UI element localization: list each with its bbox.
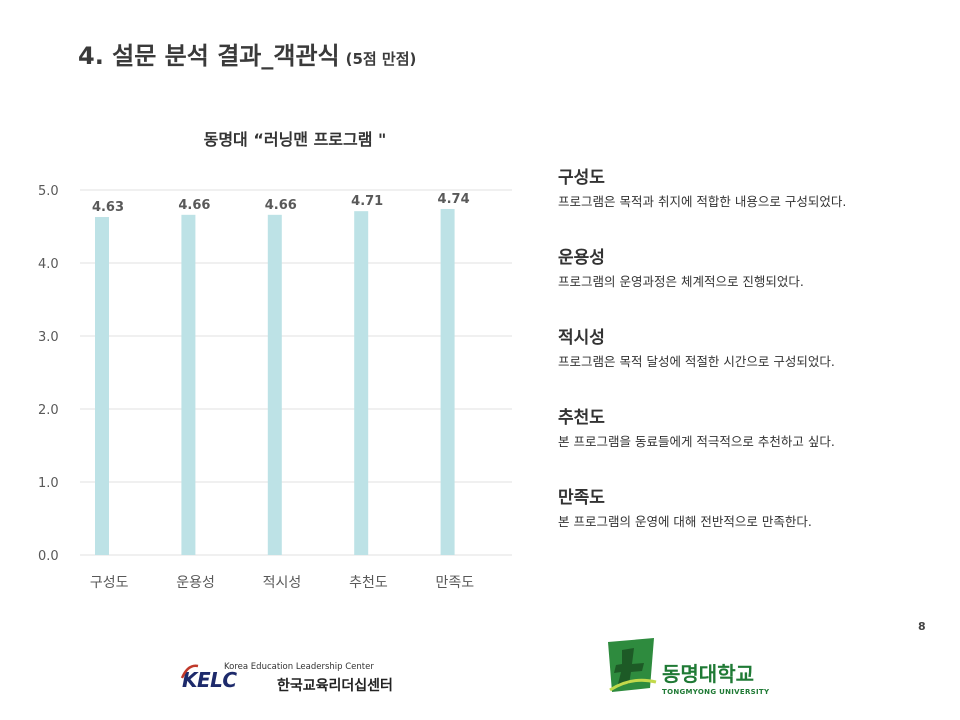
slide-title: 4. 설문 분석 결과_객관식 (5점 만점) (78, 36, 416, 71)
x-tick-label: 운용성 (176, 575, 215, 591)
data-label: 4.63 (92, 200, 124, 215)
criterion-description: 프로그램의 운영과정은 체계적으로 진행되었다. (558, 274, 804, 289)
x-tick-label: 구성도 (90, 575, 129, 591)
bar (440, 208, 455, 556)
x-tick-label: 추천도 (349, 575, 388, 591)
y-tick-label: 3.0 (38, 330, 59, 345)
criterion-description: 프로그램은 목적 달성에 적절한 시간으로 구성되었다. (558, 354, 835, 369)
criterion-description: 본 프로그램의 운영에 대해 전반적으로 만족한다. (558, 514, 812, 529)
kelc-swoosh-icon (180, 664, 199, 679)
bar-chart: 0.0 1.0 2.0 3.0 4.0 5.0 4.63 구성도 4.66 운용성 4.66 적시성 4… (38, 184, 512, 591)
tongmyong-logo-korean: 동명대학교 (662, 662, 754, 686)
criterion-satisfaction: 만족도 본 프로그램의 운영에 대해 전반적으로 만족한다. (558, 485, 948, 565)
y-tick-label: 0.0 (38, 549, 59, 564)
kelc-logo-english: Korea Education Leadership Center (224, 662, 374, 672)
criterion-name: 추천도 (558, 408, 605, 428)
bar (354, 211, 369, 556)
tongmyong-logo-english: TONGMYONG UNIVERSITY (662, 688, 770, 696)
criterion-operation: 운용성 프로그램의 운영과정은 체계적으로 진행되었다. (558, 245, 948, 325)
criterion-recommendation: 추천도 본 프로그램을 동료들에게 적극적으로 추천하고 싶다. (558, 405, 948, 485)
kelc-logo-mark: KELC (182, 668, 237, 692)
criterion-name: 적시성 (558, 328, 605, 348)
page-number: 8 (918, 620, 926, 633)
x-tick-label: 만족도 (435, 575, 474, 591)
data-label: 4.71 (351, 194, 383, 209)
tongmyong-university-logo: 동명대학교 TONGMYONG UNIVERSITY (604, 636, 769, 702)
y-tick-label: 1.0 (38, 476, 59, 491)
criterion-name: 운용성 (558, 248, 605, 268)
y-tick-label: 5.0 (38, 184, 59, 199)
bar (267, 214, 282, 555)
y-tick-label: 4.0 (38, 257, 59, 272)
criterion-name: 구성도 (558, 168, 605, 188)
x-tick-label: 적시성 (263, 575, 302, 591)
bar (95, 217, 109, 555)
slide-title-text: 4. 설문 분석 결과_객관식 (78, 42, 340, 70)
criterion-name: 만족도 (558, 488, 605, 508)
tongmyong-emblem-icon (608, 638, 657, 692)
criterion-timeliness: 적시성 프로그램은 목적 달성에 적절한 시간으로 구성되었다. (558, 325, 948, 405)
slide-title-subtitle: (5점 만점) (345, 50, 417, 68)
criteria-list: 구성도 프로그램은 목적과 취지에 적합한 내용으로 구성되었다. 운용성 프로… (558, 165, 948, 565)
criterion-description: 프로그램은 목적과 취지에 적합한 내용으로 구성되었다. (558, 194, 847, 209)
data-label: 4.66 (265, 198, 297, 213)
criterion-construction: 구성도 프로그램은 목적과 취지에 적합한 내용으로 구성되었다. (558, 165, 948, 245)
bar (181, 214, 196, 555)
data-label: 4.66 (178, 198, 210, 213)
data-label: 4.74 (438, 192, 470, 207)
criterion-description: 본 프로그램을 동료들에게 적극적으로 추천하고 싶다. (558, 434, 835, 449)
kelc-logo-korean: 한국교육리더십센터 (277, 678, 393, 694)
y-tick-label: 2.0 (38, 403, 59, 418)
chart-title: 동명대 “러닝맨 프로그램 " (203, 130, 387, 149)
